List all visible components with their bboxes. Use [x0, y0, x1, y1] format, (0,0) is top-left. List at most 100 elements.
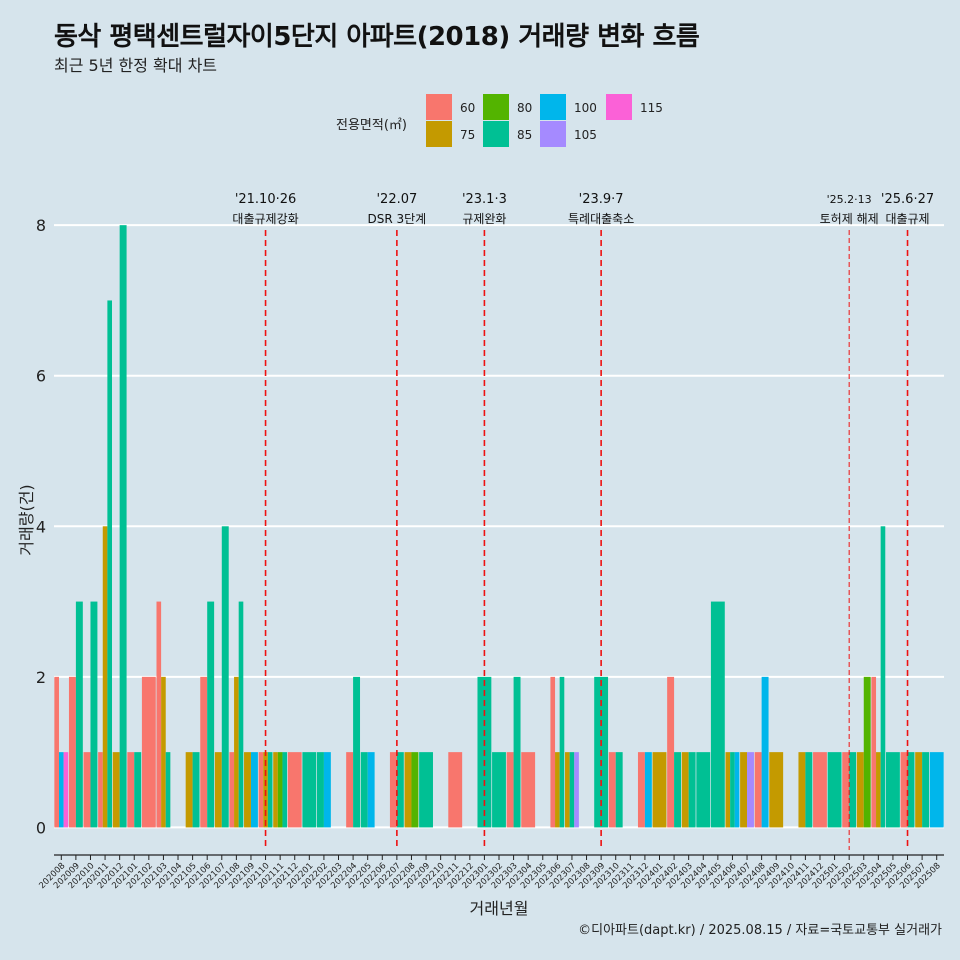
bar [127, 752, 135, 828]
y-tick-label: 8 [36, 216, 46, 235]
bar [302, 752, 317, 828]
bar [696, 752, 711, 828]
bar [98, 752, 103, 828]
bar [119, 225, 127, 828]
bar [277, 752, 283, 828]
bar [644, 752, 652, 828]
bar [346, 752, 354, 828]
bar [229, 752, 235, 828]
legend-item-80: 80 [483, 94, 593, 120]
bar [876, 752, 881, 828]
y-tick-label: 6 [36, 367, 46, 386]
bar [725, 752, 731, 828]
bar [569, 752, 575, 828]
event-date-label: '25.2·13 [827, 193, 872, 206]
legend-swatch [483, 121, 509, 147]
bar [907, 752, 915, 828]
event-date-label: '22.07 [376, 192, 417, 207]
legend-swatch [540, 94, 566, 120]
bar [805, 752, 813, 828]
bar [360, 752, 368, 828]
legend-swatch [540, 121, 566, 147]
bar [185, 752, 193, 828]
bar [214, 752, 222, 828]
bar [667, 676, 675, 828]
legend-label: 60 [460, 101, 476, 115]
bar [827, 752, 842, 828]
bar [267, 752, 273, 828]
bar [559, 676, 565, 828]
bar [734, 752, 740, 828]
bar [353, 676, 361, 828]
chart-subtitle: 최근 5년 한정 확대 차트 [54, 56, 218, 75]
bar [244, 752, 251, 828]
bar [396, 752, 404, 828]
legend-swatch [426, 121, 452, 147]
bar [754, 752, 762, 828]
bar [798, 752, 806, 828]
bar [565, 752, 570, 828]
bar [134, 752, 142, 828]
bar [842, 752, 850, 828]
bar [156, 601, 162, 828]
bar [83, 752, 91, 828]
event-name-label: 특례대출축소 [568, 212, 634, 226]
bar [273, 752, 278, 828]
legend-item-75: 75 [426, 121, 536, 147]
bar [58, 752, 64, 828]
bar [513, 676, 521, 828]
event-date-label: '23.9·7 [579, 192, 624, 207]
event-name-label: 대출규제강화 [232, 212, 298, 226]
legend-swatch [483, 94, 509, 120]
y-tick-label: 0 [36, 818, 46, 837]
bar [740, 752, 748, 828]
bar [681, 752, 689, 828]
bar [389, 752, 397, 828]
bar [141, 676, 156, 828]
bar [419, 752, 433, 828]
bar [688, 752, 696, 828]
bar [287, 752, 302, 828]
bar [234, 676, 239, 828]
bar [761, 676, 769, 828]
legend-label: 80 [517, 101, 533, 115]
legend-label: 105 [574, 128, 597, 142]
legend-item-60: 60 [426, 94, 536, 120]
event-name-label: 규제완화 [462, 212, 506, 226]
bar [107, 300, 112, 828]
legend-title: 전용면적(㎡) [336, 118, 407, 133]
bar [652, 752, 667, 828]
event-date-label: '21.10·26 [235, 192, 296, 207]
bar [323, 752, 331, 828]
bar [608, 752, 616, 828]
bar [813, 752, 827, 828]
legend-label: 75 [460, 128, 476, 142]
bar [506, 752, 514, 828]
y-tick-label: 4 [36, 517, 46, 536]
bar [555, 752, 560, 828]
bar [922, 752, 930, 828]
bar [282, 752, 288, 828]
legend-item-115: 115 [606, 94, 716, 120]
event-name-label: 토허제 해제 [820, 212, 879, 226]
bar [880, 526, 886, 828]
bar [221, 526, 229, 828]
bar [448, 752, 463, 828]
bar [112, 752, 120, 828]
bar [900, 752, 908, 828]
bar [192, 752, 200, 828]
bar [769, 752, 784, 828]
bar [550, 676, 556, 828]
bar [849, 752, 857, 828]
legend-item-85: 85 [483, 121, 593, 147]
bar [367, 752, 375, 828]
legend-label: 100 [574, 101, 597, 115]
y-axis-title: 거래량(건) [17, 484, 36, 555]
event-date-label: '23.1·3 [462, 192, 507, 207]
bar [710, 601, 725, 828]
bar [54, 676, 59, 828]
bar [492, 752, 506, 828]
legend-swatch [426, 94, 452, 120]
bar [886, 752, 900, 828]
legend-item-105: 105 [540, 121, 650, 147]
